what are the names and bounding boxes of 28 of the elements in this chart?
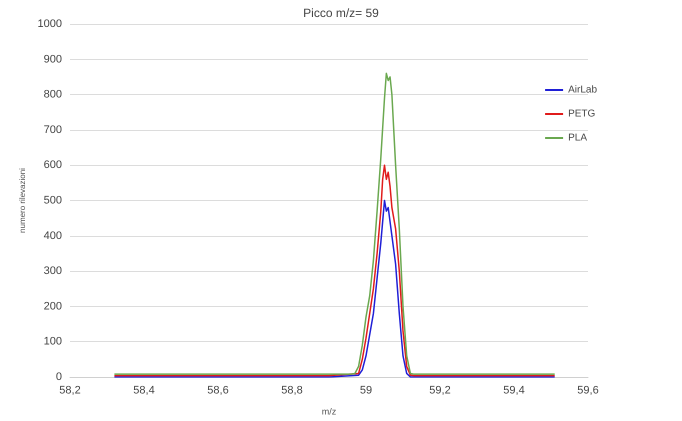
legend-label: PLA xyxy=(568,132,588,144)
y-tick-label: 700 xyxy=(44,124,62,136)
y-tick-label: 900 xyxy=(44,53,62,66)
chart-title: Picco m/z= 59 xyxy=(303,6,380,20)
y-tick-label: 500 xyxy=(44,194,62,206)
legend-label: PETG xyxy=(568,108,596,120)
x-axis-title: m/z xyxy=(322,406,337,416)
x-tick-label: 58,2 xyxy=(59,384,81,396)
y-tick-label: 800 xyxy=(44,88,62,101)
y-tick-label: 600 xyxy=(44,159,62,172)
y-tick-label: 300 xyxy=(44,265,62,278)
y-tick-label: 400 xyxy=(44,230,62,242)
x-tick-label: 59,4 xyxy=(503,384,525,396)
line-series xyxy=(114,164,556,376)
x-tick-label: 58,6 xyxy=(207,384,229,396)
x-tick-label: 59 xyxy=(360,384,372,396)
y-tick-label: 200 xyxy=(44,300,62,312)
y-axis-title: numero rilevazioni xyxy=(18,168,28,233)
x-tick-label: 58,4 xyxy=(133,384,155,396)
y-tick-label: 0 xyxy=(56,371,62,383)
y-tick-label: 1000 xyxy=(38,18,62,30)
line-series xyxy=(114,72,556,375)
y-tick-label: 100 xyxy=(44,336,62,348)
legend-label: AirLab xyxy=(568,84,598,96)
x-tick-label: 59,6 xyxy=(577,384,599,396)
x-tick-label: 58,8 xyxy=(281,384,303,396)
x-tick-label: 59,2 xyxy=(429,384,451,396)
line-series xyxy=(114,200,556,378)
